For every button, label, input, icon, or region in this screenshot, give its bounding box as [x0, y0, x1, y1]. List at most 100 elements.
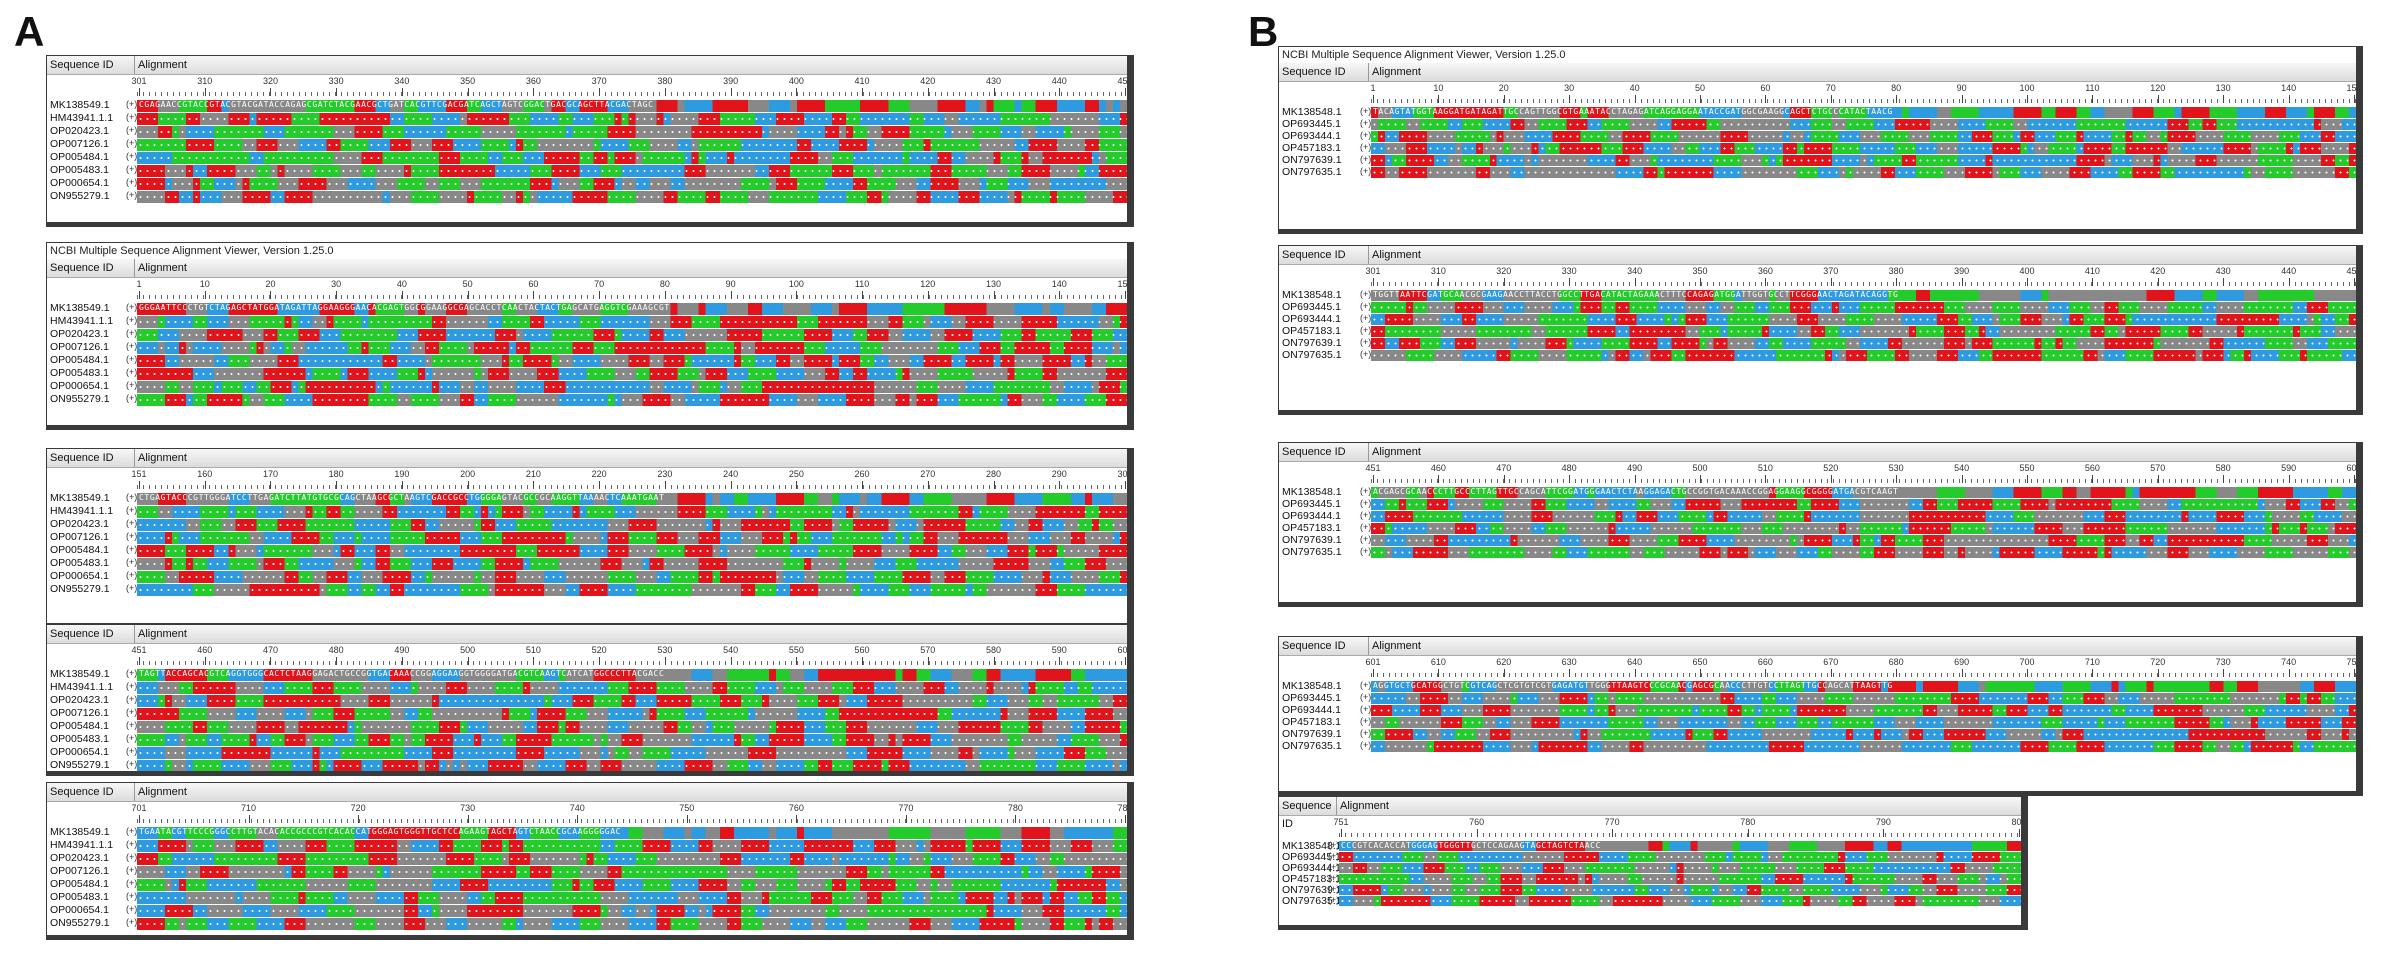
- sequence-id-label[interactable]: HM43941.1.1: [50, 681, 114, 693]
- alignment-header[interactable]: Alignment: [138, 786, 187, 798]
- sequence-id-header[interactable]: Sequence ID: [1279, 246, 1369, 264]
- sequence-id-label[interactable]: OP457183.1: [1282, 873, 1341, 885]
- alignment-header[interactable]: Alignment: [1340, 800, 1389, 812]
- sequence-id-header[interactable]: Sequence ID: [47, 625, 135, 643]
- sequence-id-label[interactable]: ON955279.1: [50, 393, 110, 405]
- ruler-tick-mark: [1015, 815, 1017, 823]
- ruler-tick-mark: [1634, 475, 1636, 483]
- sequence-id-label[interactable]: OP693445.1: [1282, 851, 1341, 863]
- sequence-id-label[interactable]: OP457183.1: [1282, 325, 1341, 337]
- sequence-id-label[interactable]: OP005484.1: [50, 151, 109, 163]
- sequence-id-label[interactable]: ON797639.1: [1282, 728, 1342, 740]
- sequence-id-label[interactable]: OP693445.1: [1282, 692, 1341, 704]
- sequence-id-label[interactable]: MK138549.1: [50, 99, 110, 111]
- sequence-id-label[interactable]: HM43941.1.1: [50, 839, 114, 851]
- alignment-header[interactable]: Alignment: [138, 628, 187, 640]
- sequence-id-label[interactable]: OP693445.1: [1282, 498, 1341, 510]
- sequence-id-label[interactable]: MK138548.1: [1282, 840, 1342, 852]
- sequence-id-label[interactable]: OP007126.1: [50, 865, 109, 877]
- sequence-id-label[interactable]: OP693444.1: [1282, 313, 1341, 325]
- alignment-header[interactable]: Alignment: [1372, 66, 1421, 78]
- sequence-id-label[interactable]: MK138548.1: [1282, 106, 1342, 118]
- sequence-id-label[interactable]: OP020423.1: [50, 328, 109, 340]
- sequence-id-header[interactable]: Sequence ID: [1279, 637, 1369, 655]
- sequence-id-label[interactable]: MK138548.1: [1282, 680, 1342, 692]
- sequence-id-label[interactable]: ON797639.1: [1282, 884, 1342, 896]
- sequence-id-label[interactable]: ON797635.1: [1282, 895, 1342, 907]
- sequence-id-label[interactable]: OP000654.1: [50, 904, 109, 916]
- sequence-id-label[interactable]: ON797635.1: [1282, 349, 1342, 361]
- strand-indicator: (+): [1360, 142, 1372, 152]
- sequence-id-label[interactable]: OP693444.1: [1282, 510, 1341, 522]
- sequence-id-label[interactable]: OP457183.1: [1282, 142, 1341, 154]
- sequence-id-label[interactable]: ON955279.1: [50, 190, 110, 202]
- sequence-id-label[interactable]: MK138548.1: [1282, 289, 1342, 301]
- alignment-header[interactable]: Alignment: [138, 59, 187, 71]
- sequence-id-label[interactable]: OP007126.1: [50, 707, 109, 719]
- sequence-id-label[interactable]: OP000654.1: [50, 177, 109, 189]
- sequence-id-label[interactable]: OP457183.1: [1282, 716, 1341, 728]
- sequence-id-label[interactable]: OP007126.1: [50, 138, 109, 150]
- sequence-id-label[interactable]: OP693444.1: [1282, 130, 1341, 142]
- sequence-id-label[interactable]: OP005483.1: [50, 367, 109, 379]
- alignment-header[interactable]: Alignment: [1372, 249, 1421, 261]
- ruler-tick-label: 130: [986, 279, 1002, 289]
- sequence-id-label[interactable]: OP020423.1: [50, 852, 109, 864]
- sequence-id-label[interactable]: OP000654.1: [50, 380, 109, 392]
- sequence-id-label[interactable]: OP000654.1: [50, 570, 109, 582]
- sequence-id-header[interactable]: Sequence ID: [1279, 443, 1369, 461]
- sequence-id-label[interactable]: ON797639.1: [1282, 534, 1342, 546]
- sequence-id-label[interactable]: ON955279.1: [50, 583, 110, 595]
- ruler-tick-mark: [1059, 657, 1061, 665]
- sequence-id-label[interactable]: OP693444.1: [1282, 704, 1341, 716]
- sequence-id-header[interactable]: Sequence ID: [1279, 797, 1337, 830]
- sequence-id-label[interactable]: ON797639.1: [1282, 154, 1342, 166]
- strand-indicator: (+): [126, 367, 138, 377]
- alignment-header[interactable]: Alignment: [1372, 446, 1421, 458]
- sequence-id-label[interactable]: ON955279.1: [50, 759, 110, 771]
- sequence-id-label[interactable]: OP020423.1: [50, 694, 109, 706]
- sequence-id-label[interactable]: ON797635.1: [1282, 546, 1342, 558]
- sequence-id-label[interactable]: OP005484.1: [50, 720, 109, 732]
- ruler-tick-label: 470: [1496, 463, 1512, 473]
- sequence-id-label[interactable]: ON955279.1: [50, 917, 110, 929]
- sequence-id-label[interactable]: HM43941.1.1: [50, 505, 114, 517]
- sequence-id-label[interactable]: MK138549.1: [50, 302, 110, 314]
- sequence-id-label[interactable]: HM43941.1.1: [50, 315, 114, 327]
- sequence-id-label[interactable]: OP007126.1: [50, 531, 109, 543]
- alignment-header[interactable]: Alignment: [138, 452, 187, 464]
- alignment-header[interactable]: Alignment: [1372, 640, 1421, 652]
- sequence-id-label[interactable]: OP005483.1: [50, 557, 109, 569]
- sequence-id-label[interactable]: OP005484.1: [50, 878, 109, 890]
- sequence-id-label[interactable]: ON797635.1: [1282, 740, 1342, 752]
- sequence-id-label[interactable]: OP457183.1: [1282, 522, 1341, 534]
- sequence-id-label[interactable]: OP693444.1: [1282, 862, 1341, 874]
- identity-dots: [137, 918, 1127, 930]
- sequence-id-label[interactable]: MK138549.1: [50, 668, 110, 680]
- ruler-tick-label: 390: [1954, 266, 1970, 276]
- sequence-id-label[interactable]: OP005484.1: [50, 354, 109, 366]
- sequence-id-label[interactable]: OP020423.1: [50, 518, 109, 530]
- sequence-id-label[interactable]: OP000654.1: [50, 746, 109, 758]
- sequence-id-label[interactable]: MK138549.1: [50, 492, 110, 504]
- sequence-id-label[interactable]: OP007126.1: [50, 341, 109, 353]
- sequence-id-label[interactable]: OP005483.1: [50, 891, 109, 903]
- sequence-id-label[interactable]: OP005484.1: [50, 544, 109, 556]
- sequence-id-label[interactable]: OP020423.1: [50, 125, 109, 137]
- sequence-id-header[interactable]: Sequence ID: [1279, 63, 1369, 81]
- sequence-id-header[interactable]: Sequence ID: [47, 783, 135, 801]
- sequence-id-label[interactable]: OP005483.1: [50, 164, 109, 176]
- sequence-id-label[interactable]: OP005483.1: [50, 733, 109, 745]
- sequence-id-label[interactable]: MK138549.1: [50, 826, 110, 838]
- sequence-id-header[interactable]: Sequence ID: [47, 259, 135, 277]
- sequence-id-label[interactable]: MK138548.1: [1282, 486, 1342, 498]
- sequence-id-header[interactable]: Sequence ID: [47, 56, 135, 74]
- sequence-id-label[interactable]: ON797639.1: [1282, 337, 1342, 349]
- sequence-id-label[interactable]: OP693445.1: [1282, 118, 1341, 130]
- alignment-header[interactable]: Alignment: [138, 262, 187, 274]
- sequence-id-label[interactable]: ON797635.1: [1282, 166, 1342, 178]
- query-sequence: CCCGTCACACCATGGGAGTGGGTTGCTCCAGAAGTAGCTA…: [1341, 841, 1601, 850]
- sequence-id-label[interactable]: OP693445.1: [1282, 301, 1341, 313]
- sequence-id-label[interactable]: HM43941.1.1: [50, 112, 114, 124]
- sequence-id-header[interactable]: Sequence ID: [47, 449, 135, 467]
